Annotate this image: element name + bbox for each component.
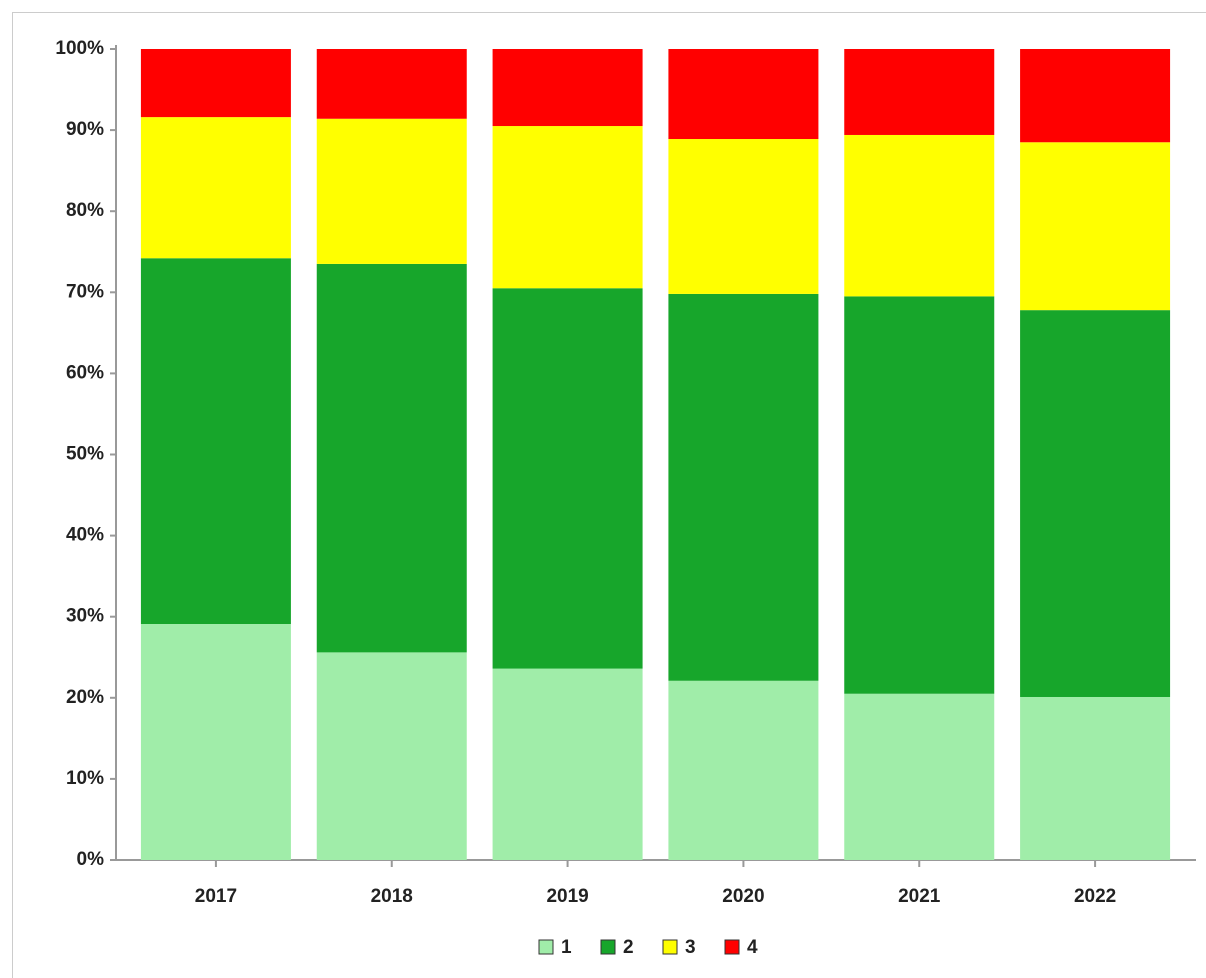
bar-segment bbox=[492, 49, 643, 127]
y-tick-label: 90% bbox=[66, 119, 104, 140]
legend-label: 3 bbox=[685, 937, 696, 958]
y-tick-label: 0% bbox=[77, 849, 105, 870]
x-tick-label: 2020 bbox=[722, 886, 764, 907]
x-tick-label: 2021 bbox=[898, 886, 941, 907]
legend-swatch bbox=[600, 939, 616, 955]
bar-segment bbox=[316, 652, 467, 860]
x-tick-label: 2022 bbox=[1074, 886, 1116, 907]
y-tick-label: 50% bbox=[66, 444, 104, 465]
bar-segment bbox=[140, 258, 291, 624]
bar-segment bbox=[844, 693, 995, 860]
bar-segment bbox=[140, 623, 291, 860]
bar-segment bbox=[140, 117, 291, 259]
x-tick-label: 2019 bbox=[546, 886, 588, 907]
bar-segment bbox=[492, 288, 643, 669]
bar-segment bbox=[1020, 142, 1171, 311]
legend-swatch bbox=[538, 939, 554, 955]
bar-segment bbox=[668, 139, 819, 294]
legend-swatch bbox=[662, 939, 678, 955]
y-tick-label: 40% bbox=[66, 525, 104, 546]
legend-swatch bbox=[724, 939, 740, 955]
bar-segment bbox=[492, 126, 643, 289]
legend-label: 4 bbox=[747, 937, 758, 958]
frame bbox=[12, 12, 1206, 978]
bar-segment bbox=[316, 49, 467, 119]
bar-segment bbox=[668, 49, 819, 140]
y-tick-label: 10% bbox=[66, 768, 104, 789]
y-tick-label: 70% bbox=[66, 281, 104, 302]
x-tick-label: 2018 bbox=[371, 886, 413, 907]
y-tick-label: 80% bbox=[66, 200, 104, 221]
y-tick-label: 60% bbox=[66, 362, 104, 383]
bar-segment bbox=[844, 49, 995, 135]
y-tick-label: 30% bbox=[66, 606, 104, 627]
bar-segment bbox=[1020, 696, 1171, 860]
bar-segment bbox=[316, 118, 467, 264]
x-tick-label: 2017 bbox=[195, 886, 237, 907]
bar-segment bbox=[1020, 49, 1171, 143]
y-tick-label: 100% bbox=[55, 38, 104, 59]
legend-label: 1 bbox=[561, 937, 572, 958]
bar-segment bbox=[140, 49, 291, 118]
legend-label: 2 bbox=[623, 937, 634, 958]
bar-segment bbox=[844, 296, 995, 694]
bar-segment bbox=[316, 263, 467, 653]
bar-segment bbox=[668, 680, 819, 860]
bar-segment bbox=[1020, 310, 1171, 697]
bar-segment bbox=[844, 134, 995, 297]
bar-segment bbox=[492, 668, 643, 860]
y-tick-label: 20% bbox=[66, 687, 104, 708]
bar-segment bbox=[668, 293, 819, 681]
